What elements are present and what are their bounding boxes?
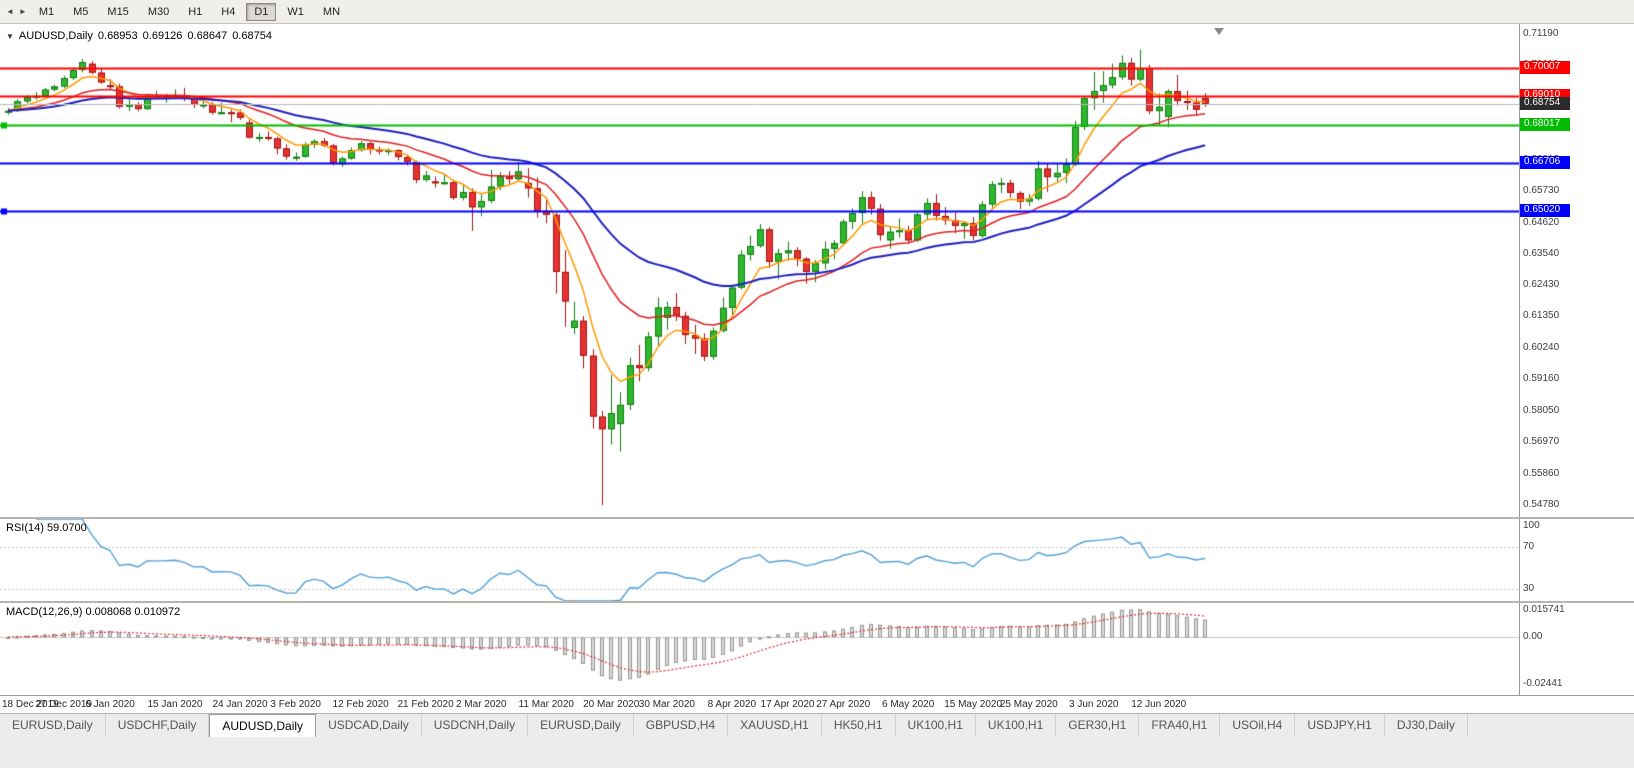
panel-splitter[interactable]: [0, 601, 1634, 603]
date-label: 8 Apr 2020: [707, 699, 757, 710]
timeframe-button-h4[interactable]: H4: [213, 3, 243, 21]
date-label: 12 Feb 2020: [332, 699, 389, 710]
date-label: 6 Jan 2020: [85, 699, 135, 710]
scroll-left-icon[interactable]: ◄: [6, 6, 14, 16]
price-tick: 0.54780: [1523, 499, 1560, 511]
date-label: 18 Dec 2019: [2, 699, 59, 710]
date-label: 27 Apr 2020: [816, 699, 871, 710]
price-tick: 0.60240: [1523, 342, 1560, 354]
date-label: 17 Apr 2020: [760, 699, 815, 710]
hline-price-badge: 0.70007: [1520, 60, 1570, 74]
date-label: 30 Mar 2020: [638, 699, 695, 710]
chart-tab-usdchf-daily[interactable]: USDCHF,Daily: [106, 714, 210, 737]
date-label: 3 Jun 2020: [1069, 699, 1119, 710]
price-chart-canvas[interactable]: [0, 24, 1519, 517]
price-axis[interactable]: [1519, 24, 1520, 695]
chart-tab-uk100-h1[interactable]: UK100,H1: [896, 714, 976, 737]
macd-axis-label: -0.02441: [1523, 677, 1563, 689]
date-label: 25 May 2020: [999, 699, 1058, 710]
chart-symbol-label: AUDUSD,Daily: [18, 30, 93, 42]
chart-shift-marker[interactable]: [1214, 28, 1225, 35]
date-label: 2 Mar 2020: [455, 699, 507, 710]
timeframe-button-w1[interactable]: W1: [279, 3, 312, 21]
date-label: 11 Mar 2020: [518, 699, 574, 710]
bid-price-badge: 0.68754: [1520, 96, 1570, 110]
hline-price-badge: 0.66706: [1520, 155, 1570, 169]
price-tick: 0.63540: [1523, 247, 1560, 259]
timeframe-toolbar: ◄ ► M1 M5 M15 M30 H1 H4 D1 W1 MN: [0, 0, 1634, 24]
date-label: 15 May 2020: [944, 699, 1003, 710]
timeframe-button-mn[interactable]: MN: [315, 3, 348, 21]
chart-tab-xauusd-h1[interactable]: XAUUSD,H1: [728, 714, 822, 737]
chart-tab-usdjpy-h1[interactable]: USDJPY,H1: [1295, 714, 1385, 737]
chart-open-value: 0.68953: [97, 30, 138, 42]
timeframe-button-d1[interactable]: D1: [246, 2, 277, 21]
macd-axis-label: 0.00: [1523, 630, 1543, 642]
date-label: 12 Jun 2020: [1131, 699, 1187, 710]
chart-tab-fra40-h1[interactable]: FRA40,H1: [1139, 714, 1221, 737]
date-label: 3 Feb 2020: [270, 699, 321, 710]
chart-close-value: 0.68754: [232, 30, 272, 42]
scroll-right-icon[interactable]: ►: [18, 6, 27, 16]
chart-low-value: 0.68647: [187, 30, 228, 42]
price-tick: 0.61350: [1523, 310, 1560, 322]
chart-menu-icon[interactable]: ▼: [6, 32, 14, 41]
price-tick: 0.58050: [1523, 405, 1560, 417]
price-tick: 0.56970: [1523, 436, 1560, 448]
chart-tab-usdcnh-daily[interactable]: USDCNH,Daily: [422, 714, 529, 737]
chart-tab-eurusd-daily[interactable]: EURUSD,Daily: [528, 714, 634, 737]
chart-tab-audusd-daily[interactable]: AUDUSD,Daily: [209, 714, 317, 737]
timeframe-button-m1[interactable]: M1: [31, 3, 62, 21]
rsi-axis-label: 30: [1523, 582, 1535, 594]
chart-tab-bar: EURUSD,Daily USDCHF,Daily AUDUSD,Daily USDC…: [0, 713, 1634, 737]
date-label: 20 Mar 2020: [583, 699, 640, 710]
chart-tab-usdcad-daily[interactable]: USDCAD,Daily: [316, 714, 422, 737]
chart-tab-gbpusd-h4[interactable]: GBPUSD,H4: [634, 714, 729, 737]
hline-price-badge: 0.68017: [1520, 117, 1570, 131]
date-label: 24 Jan 2020: [212, 699, 268, 710]
date-label: 15 Jan 2020: [147, 699, 203, 710]
price-tick: 0.71190: [1523, 27, 1559, 39]
panel-splitter[interactable]: [0, 517, 1634, 519]
timeframe-button-m30[interactable]: M30: [140, 3, 177, 21]
chart-tab-usoil-h4[interactable]: USOil,H4: [1220, 714, 1296, 737]
date-label: 27 Dec 2019: [35, 699, 93, 710]
rsi-axis-label: 100: [1523, 520, 1540, 531]
date-label: 6 May 2020: [882, 699, 935, 710]
window-bottom-strip: [0, 737, 1634, 768]
macd-indicator-canvas[interactable]: [0, 603, 1519, 695]
timeframe-button-m15[interactable]: M15: [99, 3, 136, 21]
macd-axis-label: 0.015741: [1523, 604, 1565, 615]
macd-indicator-label: MACD(12,26,9) 0.008068 0.010972: [6, 606, 181, 618]
rsi-indicator-canvas[interactable]: [0, 519, 1519, 601]
chart-tab-uk100-h1[interactable]: UK100,H1: [976, 714, 1057, 737]
hline-price-badge: 0.65020: [1520, 204, 1570, 218]
price-tick: 0.65730: [1523, 184, 1560, 196]
rsi-axis-label: 70: [1523, 541, 1535, 553]
rsi-indicator-label: RSI(14) 59.0700: [6, 522, 87, 534]
price-tick: 0.64620: [1523, 216, 1560, 228]
date-label: 21 Feb 2020: [397, 699, 454, 710]
price-tick: 0.59160: [1523, 373, 1560, 385]
chart-tab-ger30-h1[interactable]: GER30,H1: [1056, 714, 1140, 737]
price-tick: 0.62430: [1523, 279, 1560, 291]
chart-tab-hk50-h1[interactable]: HK50,H1: [822, 714, 896, 737]
price-tick: 0.55860: [1523, 468, 1560, 480]
chart-high-value: 0.69126: [142, 30, 183, 42]
chart-tab-eurusd-daily[interactable]: EURUSD,Daily: [0, 714, 106, 737]
chart-title: ▼ AUDUSD,Daily 0.68953 0.69126 0.68647 0.6875…: [6, 30, 277, 42]
timeframe-button-m5[interactable]: M5: [65, 3, 96, 21]
chart-tab-dj30-daily[interactable]: DJ30,Daily: [1385, 714, 1468, 737]
time-axis[interactable]: 18 Dec 2019 27 Dec 2019 6 Jan 2020 15 Jan 2…: [0, 695, 1634, 713]
timeframe-button-h1[interactable]: H1: [180, 3, 210, 21]
